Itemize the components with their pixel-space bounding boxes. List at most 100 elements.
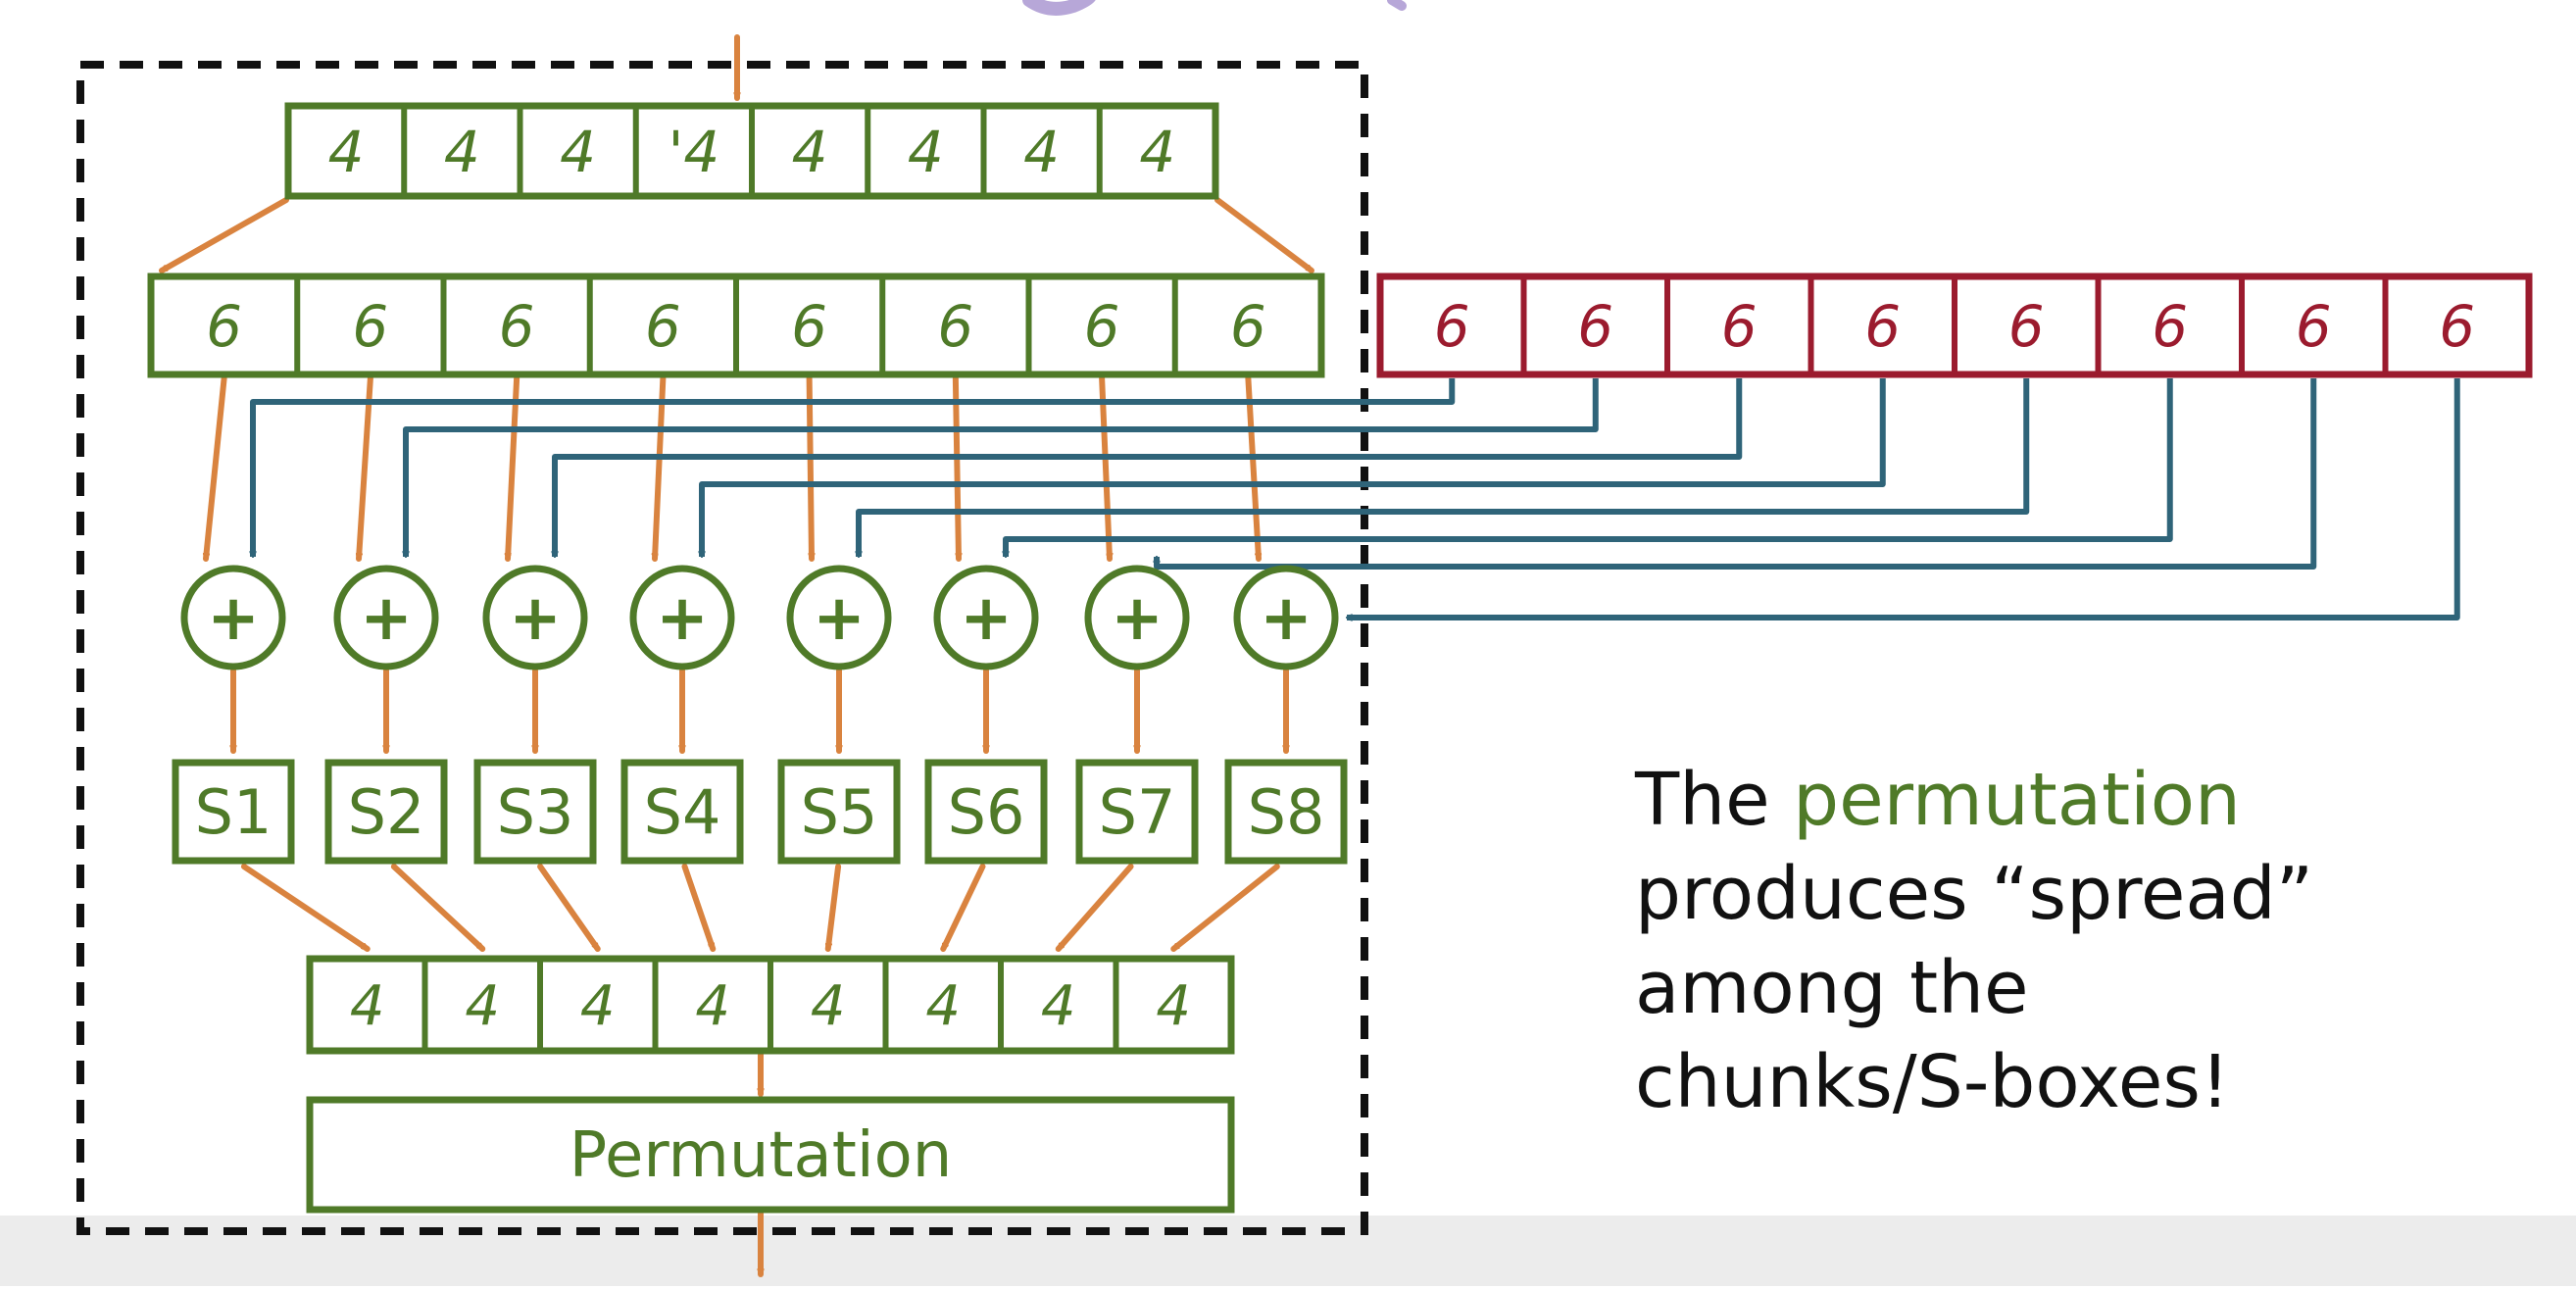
expanded-cell: 6	[1084, 293, 1120, 360]
sbox-label: S5	[801, 776, 878, 848]
key-wiring-layer	[253, 378, 2460, 618]
input-cell: 4	[1023, 119, 1060, 185]
sbox-output-cell: 4	[695, 974, 730, 1038]
note-highlight-permutation: permutation	[1793, 758, 2241, 842]
input-cell: 4	[908, 119, 944, 185]
expanded-to-xor-arrow	[655, 375, 667, 562]
permutation-label: Permutation	[570, 1119, 953, 1192]
xor-circle	[482, 565, 588, 670]
xor-node: +	[933, 565, 1039, 670]
sbox-output-cell: 4	[1041, 974, 1076, 1038]
sbox-label: S2	[348, 776, 425, 848]
sbox-outline	[1224, 759, 1348, 865]
xor-symbol: +	[813, 582, 866, 655]
xor-node: +	[629, 565, 735, 670]
sbox-7: S7	[1075, 759, 1199, 865]
sbox-to-output-arrow	[390, 864, 486, 952]
expanded-cell: 6	[352, 293, 388, 360]
subkey-cell: 6	[2296, 293, 2332, 360]
subkey-cell: 6	[2439, 293, 2475, 360]
sbox-output-cell: 4	[811, 974, 846, 1038]
subkey-to-xor-wire	[555, 378, 1743, 557]
sbox-outline	[777, 759, 901, 865]
sbox-5: S5	[777, 759, 901, 865]
permutation-outline	[306, 1096, 1235, 1214]
expanded-to-xor-arrow	[1099, 375, 1110, 562]
note-line-4: chunks/S-boxes!	[1635, 1040, 2230, 1124]
sbox-to-output-arrow	[1055, 864, 1134, 952]
sbox-output-cell: 4	[580, 974, 616, 1038]
input-cell: 4	[444, 119, 480, 185]
subkey-cell: 6	[2152, 293, 2188, 360]
xor-node: +	[1084, 565, 1190, 670]
xor-symbol: +	[960, 582, 1013, 655]
subkey-cell: 6	[1864, 293, 1901, 360]
sbox-outline	[620, 759, 744, 865]
input-cell: 4	[792, 119, 828, 185]
expanded-to-xor-arrow	[952, 375, 959, 562]
note-line-1: The permutation	[1635, 753, 2380, 847]
expanded-to-xor-arrow	[508, 375, 520, 562]
purple-fragment-decoration-2	[1387, 0, 1407, 11]
subkey-cell: 6	[2008, 293, 2045, 360]
round-boundary-dashed	[76, 61, 1368, 1235]
subkey-to-xor-wire	[859, 378, 2030, 557]
xor-node: +	[180, 565, 286, 670]
xor-circle	[1084, 565, 1190, 670]
expanded-cell: 6	[206, 293, 242, 360]
input-cell: 4	[560, 119, 596, 185]
subkey-cell: 6	[1721, 293, 1758, 360]
sbox-2: S2	[324, 759, 448, 865]
input-cell: 4	[328, 119, 365, 185]
input-half-block: 4 4 4 '4 4 4 4 4	[284, 102, 1219, 200]
subkey-to-xor-wire	[1157, 378, 2317, 570]
sbox-label: S4	[644, 776, 721, 848]
subkey-to-xor-wire	[406, 378, 1599, 557]
xor-symbol: +	[509, 582, 562, 655]
expanded-to-xor-arrow	[359, 375, 373, 562]
sbox-label: S8	[1248, 776, 1325, 848]
purple-fragment-decoration	[1022, 0, 1096, 16]
sbox-output-cell: 4	[1156, 974, 1191, 1038]
sbox-8: S8	[1224, 759, 1348, 865]
subkey-block: 6 6 6 6 6 6 6 6	[1376, 273, 2533, 378]
xor-circle	[1233, 565, 1339, 670]
explanation-note: The permutation produces “spread” among …	[1635, 753, 2380, 1129]
sbox-label: S6	[948, 776, 1025, 848]
sbox-to-output-arrow	[828, 864, 842, 952]
xor-node: +	[482, 565, 588, 670]
sbox-outline	[172, 759, 295, 865]
subkey-to-xor-wire	[702, 378, 1886, 557]
sbox-outline	[324, 759, 448, 865]
xor-symbol: +	[1260, 582, 1313, 655]
expanded-block: 6 6 6 6 6 6 6 6	[147, 273, 1325, 378]
xor-node: +	[1233, 565, 1339, 670]
sbox-outline	[1075, 759, 1199, 865]
subkey-to-xor-wire	[253, 378, 1456, 557]
xor-circle	[933, 565, 1039, 670]
expanded-cell: 6	[645, 293, 681, 360]
note-line-3: among the	[1635, 946, 2029, 1030]
subkey-cell: 6	[1434, 293, 1470, 360]
xor-symbol: +	[207, 582, 260, 655]
expanded-cell: 6	[1230, 293, 1266, 360]
xor-circle	[786, 565, 892, 670]
subkey-to-xor-wire	[1347, 378, 2460, 618]
expanded-cell: 6	[791, 293, 827, 360]
expanded-to-xor-arrow	[1245, 375, 1259, 562]
note-line-2: produces “spread”	[1635, 852, 2314, 936]
sbox-3: S3	[473, 759, 597, 865]
sbox-to-output-arrow	[940, 864, 986, 952]
permutation-box: Permutation	[306, 1096, 1235, 1214]
expanded-to-xor-arrow	[206, 375, 227, 562]
expanded-cell: 6	[499, 293, 535, 360]
sbox-to-output-arrow	[1170, 864, 1280, 952]
boxes-layer: 4 4 4 '4 4 4 4 4 6 6 6 6 6 6 6 6 6 6 6 6 6 6 6 6 + + + + + + + + S1 S2 S3 S…	[147, 102, 2533, 1214]
xor-node: +	[333, 565, 439, 670]
sbox-outline	[473, 759, 597, 865]
expanded-to-xor-arrow	[806, 375, 812, 562]
input-cell: '4	[668, 119, 719, 185]
sbox-outline	[924, 759, 1048, 865]
